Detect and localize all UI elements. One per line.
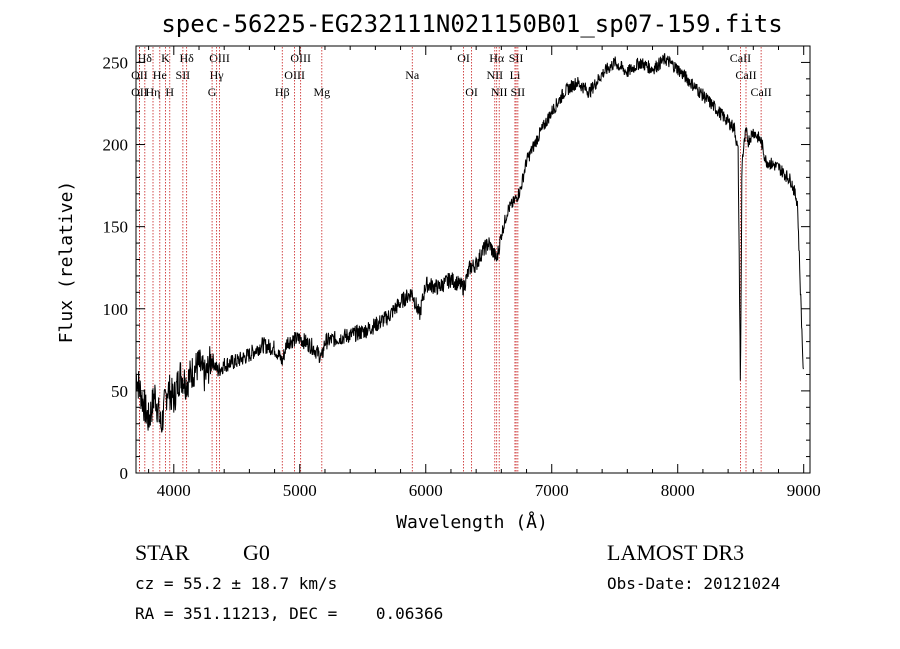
emission-line-label: Na	[405, 68, 420, 82]
emission-line-label: Li	[510, 68, 521, 82]
emission-line-label: Hβ	[275, 85, 290, 99]
emission-line-label: SII	[511, 85, 526, 99]
emission-line-label: Hγ	[210, 68, 225, 82]
emission-line-label: He	[153, 68, 167, 82]
emission-line-label: G	[208, 85, 217, 99]
axis-ticks-group: 4000 5000 6000 7000 8000 9000 0 50 100 150 200 250	[103, 46, 821, 500]
object-class: STAR	[135, 540, 190, 565]
series-group	[135, 53, 804, 433]
x-tick-label: 4000	[157, 481, 191, 500]
emission-line-label: H	[165, 85, 174, 99]
emission-line-label: K	[161, 51, 170, 65]
coordinates: RA = 351.11213, DEC = 0.06366	[135, 604, 443, 623]
y-tick-label: 0	[120, 464, 129, 483]
y-tick-label: 150	[103, 218, 129, 237]
emission-line-label: SII	[176, 68, 191, 82]
y-tick-label: 250	[103, 53, 129, 72]
x-axis-label: Wavelength (Å)	[396, 511, 548, 533]
x-tick-label: 9000	[787, 481, 821, 500]
emission-line-label: OIII	[290, 51, 311, 65]
emission-line-label: Hα	[489, 51, 505, 65]
emission-line-label: OI	[465, 85, 478, 99]
emission-line-label: SII	[509, 51, 524, 65]
flux-series-line	[135, 53, 804, 433]
emission-line-label: Hδ	[138, 51, 153, 65]
emission-line-label: OI	[457, 51, 470, 65]
redshift-velocity: cz = 55.2 ± 18.7 km/s	[135, 574, 337, 593]
spectral-subclass: G0	[243, 540, 270, 565]
emission-line-label: NII	[486, 68, 503, 82]
emission-line-label: CaII	[750, 85, 771, 99]
emission-line-label: Hη	[146, 85, 161, 99]
emission-line-label: Mg	[313, 85, 330, 99]
emission-lines-group: Hδ K Hδ OIII OIII OI Hα SII CaII OII He SII Hγ OIII Na…	[131, 47, 772, 472]
x-tick-label: 8000	[661, 481, 695, 500]
plot-frame	[135, 45, 811, 474]
observation-date: Obs-Date: 20121024	[607, 574, 780, 593]
emission-line-label: OIII	[284, 68, 305, 82]
x-tick-label: 5000	[283, 481, 317, 500]
survey-name: LAMOST DR3	[607, 540, 744, 565]
y-axis-label: Flux (relative)	[56, 181, 77, 344]
y-tick-label: 100	[103, 300, 129, 319]
y-tick-label: 200	[103, 136, 129, 155]
emission-line-label: OIII	[209, 51, 230, 65]
emission-line-label: Hδ	[179, 51, 194, 65]
y-tick-label: 50	[111, 382, 128, 401]
emission-line-label: CaII	[735, 68, 756, 82]
chart-title: spec-56225-EG232111N021150B01_sp07-159.f…	[161, 10, 782, 38]
emission-line-label: OII	[131, 85, 148, 99]
emission-line-label: CaII	[730, 51, 751, 65]
emission-line-label: NII	[491, 85, 508, 99]
x-tick-label: 6000	[409, 481, 443, 500]
x-tick-label: 7000	[535, 481, 569, 500]
